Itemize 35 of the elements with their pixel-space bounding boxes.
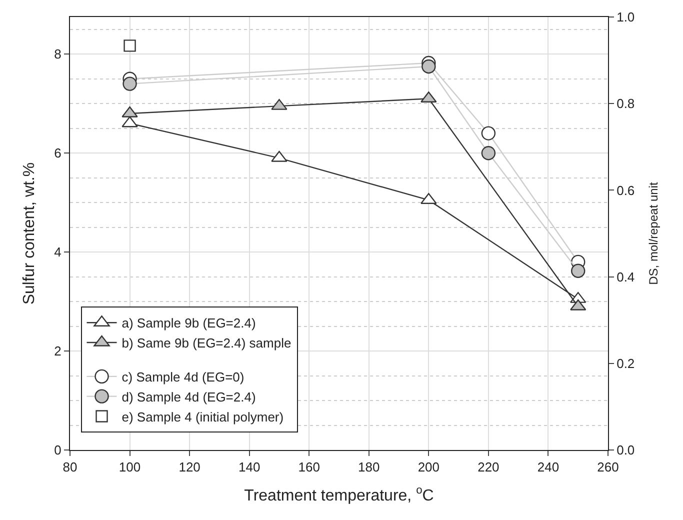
y-tick-label: 2: [54, 344, 62, 359]
x-tick-label: 160: [298, 460, 320, 475]
point: [481, 146, 496, 160]
x-tick-label: 80: [62, 460, 78, 475]
y-tick-label: 8: [54, 46, 62, 62]
x-axis-title: Treatment temperature, $^{o}$C: [244, 484, 434, 504]
legend-label: e) Sample 4 (initial polymer): [122, 409, 284, 424]
y-tick-label: 6: [54, 146, 62, 161]
y2-tick-label: 0.6: [616, 182, 635, 198]
y2-tick-label: 0.8: [616, 96, 635, 112]
y2-tick-label: 0.2: [616, 356, 635, 371]
x-tick-label: 180: [358, 460, 380, 475]
y-tick-label: 0: [54, 442, 62, 458]
legend-label: a) Sample 9b (EG=2.4): [122, 316, 256, 331]
x-tick-label: 140: [238, 460, 260, 475]
legend-label: d) Sample 4d (EG=2.4): [122, 389, 256, 404]
legend-label: c) Sample 4d (EG=0): [122, 370, 244, 384]
x-tick-label: 240: [537, 460, 560, 475]
y2-tick-label: 1.0: [616, 10, 635, 25]
x-tick-label: 200: [418, 460, 440, 475]
x-tick-label: 260: [597, 460, 619, 475]
point: [571, 264, 586, 278]
point: [481, 126, 496, 140]
y2-tick-label: 0.0: [616, 442, 635, 458]
x-tick-label: 100: [118, 460, 141, 475]
point: [422, 59, 436, 74]
y-tick-label: 4: [54, 244, 62, 260]
y2-tick-label: 0.4: [616, 269, 635, 284]
point: [122, 76, 137, 91]
y2-axis-title: DS, mol/repeat unit: [646, 181, 661, 285]
legend-label: b) Same 9b (EG=2.4) sample: [122, 336, 292, 351]
y-axis-title: Sulfur content, wt.%: [21, 162, 38, 305]
x-tick-label: 120: [178, 460, 200, 475]
x-tick-label: 220: [478, 460, 500, 475]
point: [124, 40, 136, 52]
